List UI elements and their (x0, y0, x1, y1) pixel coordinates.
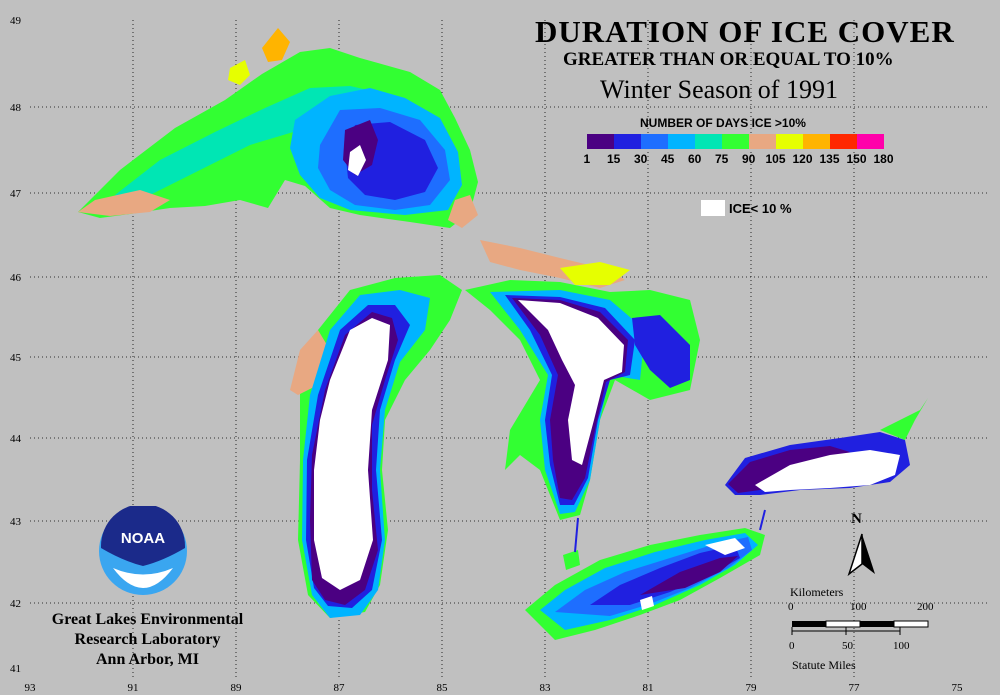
map-subtitle: GREATER THAN OR EQUAL TO 10% (563, 49, 894, 70)
north-arrow-icon (847, 533, 875, 577)
axis-labels: 93 91 89 87 85 83 81 79 77 75 49 48 47 46 45 44 43 42 41 (10, 15, 963, 694)
noaa-logo-icon: NOAA (99, 506, 187, 595)
legend-swatch (722, 134, 749, 149)
lake-st-clair (563, 550, 580, 570)
latitude-label: 41 (10, 663, 21, 675)
latitude-label: 46 (10, 272, 22, 284)
legend-swatch (695, 134, 722, 149)
organization-block: Great Lakes Environmental Research Labor… (30, 610, 265, 670)
legend-label: 75 (715, 152, 729, 166)
north-label: N (851, 511, 862, 527)
river (574, 517, 579, 553)
organization-line: Research Laboratory (74, 631, 221, 648)
latitude-label: 42 (10, 598, 21, 610)
longitude-label: 87 (334, 682, 346, 694)
legend-labels: 1 15 30 45 60 75 90 105 120 135 150 180 (583, 152, 933, 168)
noaa-logo-text: NOAA (121, 530, 165, 547)
legend-label: 60 (688, 152, 702, 166)
river (759, 509, 766, 531)
low-ice-label: ICE< 10 % (729, 200, 792, 216)
lake-huron (465, 280, 700, 520)
legend-label: 90 (742, 152, 756, 166)
legend-swatch (803, 134, 830, 149)
legend-swatch (776, 134, 803, 149)
scale-km-value: 200 (917, 601, 934, 613)
longitude-label: 89 (231, 682, 243, 694)
legend-swatch (587, 134, 614, 149)
longitude-label: 85 (437, 682, 449, 694)
latitude-label: 49 (10, 15, 22, 27)
organization-line: Ann Arbor, MI (96, 651, 199, 668)
low-ice-legend: ICE< 10 % (701, 200, 792, 216)
longitude-label: 83 (540, 682, 552, 694)
legend-label: 30 (634, 152, 648, 166)
longitude-label: 77 (849, 682, 861, 694)
legend-label: 150 (846, 152, 867, 166)
scale-km-value: 100 (850, 601, 867, 613)
lake-ontario (725, 398, 928, 495)
map-title: DURATION OF ICE COVER (535, 14, 955, 49)
latitude-label: 45 (10, 352, 22, 364)
legend-swatch (830, 134, 857, 149)
longitude-label: 81 (643, 682, 654, 694)
longitude-label: 93 (25, 682, 37, 694)
organization-line: Great Lakes Environmental (51, 611, 244, 628)
scale-mi-value: 100 (893, 640, 910, 652)
legend-label: 120 (792, 152, 813, 166)
scale-mi-value: 50 (842, 640, 853, 652)
legend-title: NUMBER OF DAYS ICE >10% (640, 116, 806, 130)
legend-label: 135 (819, 152, 840, 166)
latitude-label: 47 (10, 188, 22, 200)
legend-swatch (614, 134, 641, 149)
season-label: Winter Season of 1991 (600, 75, 838, 104)
scale-bar (791, 620, 929, 635)
legend-swatch (641, 134, 668, 149)
legend-label: 105 (765, 152, 786, 166)
latitude-label: 48 (10, 102, 22, 114)
lake-erie (525, 528, 765, 640)
scale-km-value: 0 (788, 601, 794, 613)
legend-label: 15 (607, 152, 621, 166)
latitude-label: 44 (10, 433, 22, 445)
lake-michigan (290, 275, 462, 618)
legend-swatch (857, 134, 884, 149)
legend-color-bar (587, 134, 884, 149)
low-ice-swatch (701, 200, 725, 216)
legend-swatch (749, 134, 776, 149)
latitude-label: 43 (10, 516, 22, 528)
longitude-label: 75 (952, 682, 964, 694)
legend-label: 45 (661, 152, 675, 166)
scale-mi-title: Statute Miles (792, 658, 856, 672)
longitude-label: 79 (746, 682, 758, 694)
legend-swatch (668, 134, 695, 149)
legend-label: 180 (873, 152, 894, 166)
longitude-label: 91 (128, 682, 139, 694)
scale-km-title: Kilometers (790, 585, 844, 599)
legend-label: 1 (583, 152, 591, 166)
lake-superior (78, 28, 478, 228)
north-channel (480, 240, 630, 288)
scale-mi-value: 0 (789, 640, 795, 652)
